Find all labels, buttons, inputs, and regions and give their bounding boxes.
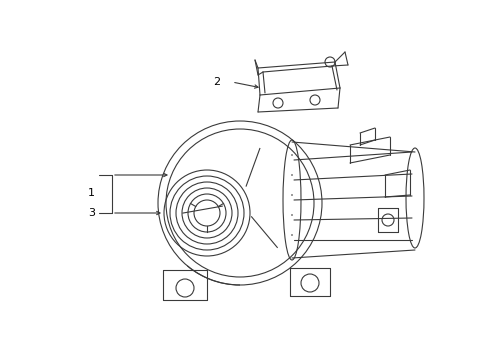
Text: 3: 3 (88, 208, 95, 218)
Text: 1: 1 (88, 188, 95, 198)
Text: 2: 2 (212, 77, 220, 87)
